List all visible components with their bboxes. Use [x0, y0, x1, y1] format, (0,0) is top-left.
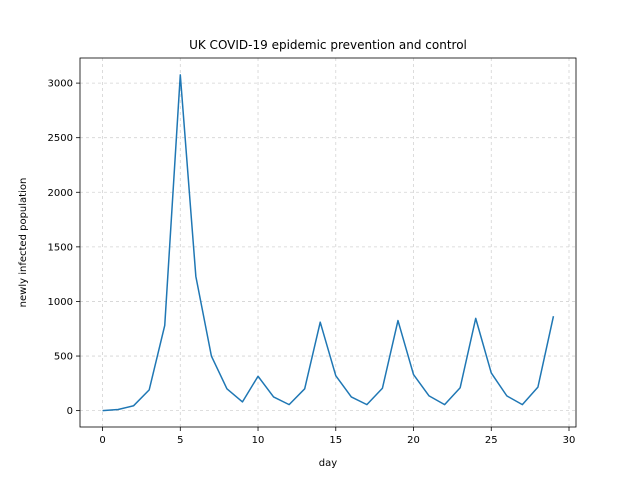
- y-tick-label: 1000: [48, 297, 73, 308]
- x-tick-label: 30: [563, 435, 576, 446]
- x-axis-ticks: 0 5 10 15 20 25 30: [99, 427, 575, 446]
- x-tick-label: 25: [485, 435, 498, 446]
- x-tick-label: 10: [252, 435, 265, 446]
- x-tick-label: 0: [99, 435, 105, 446]
- y-tick-label: 3000: [48, 79, 73, 90]
- plot-area-frame: [79, 57, 577, 428]
- y-tick-label: 0: [67, 406, 73, 417]
- y-tick-label: 2500: [48, 133, 73, 144]
- chart-title: UK COVID-19 epidemic prevention and cont…: [189, 38, 467, 52]
- x-tick-label: 5: [177, 435, 183, 446]
- x-tick-label: 20: [407, 435, 420, 446]
- series-line: [102, 74, 555, 412]
- series-layer: [102, 74, 555, 412]
- x-tick-label: 15: [329, 435, 342, 446]
- y-axis-ticks: 0 500 1000 1500 2000 2500 3000: [48, 79, 80, 417]
- y-tick-label: 1500: [48, 242, 73, 253]
- grid-lines: [80, 58, 576, 427]
- x-axis-label: day: [319, 458, 337, 469]
- y-axis-label: newly infected population: [18, 178, 29, 308]
- y-tick-label: 2000: [48, 188, 73, 199]
- y-tick-label: 500: [54, 352, 73, 363]
